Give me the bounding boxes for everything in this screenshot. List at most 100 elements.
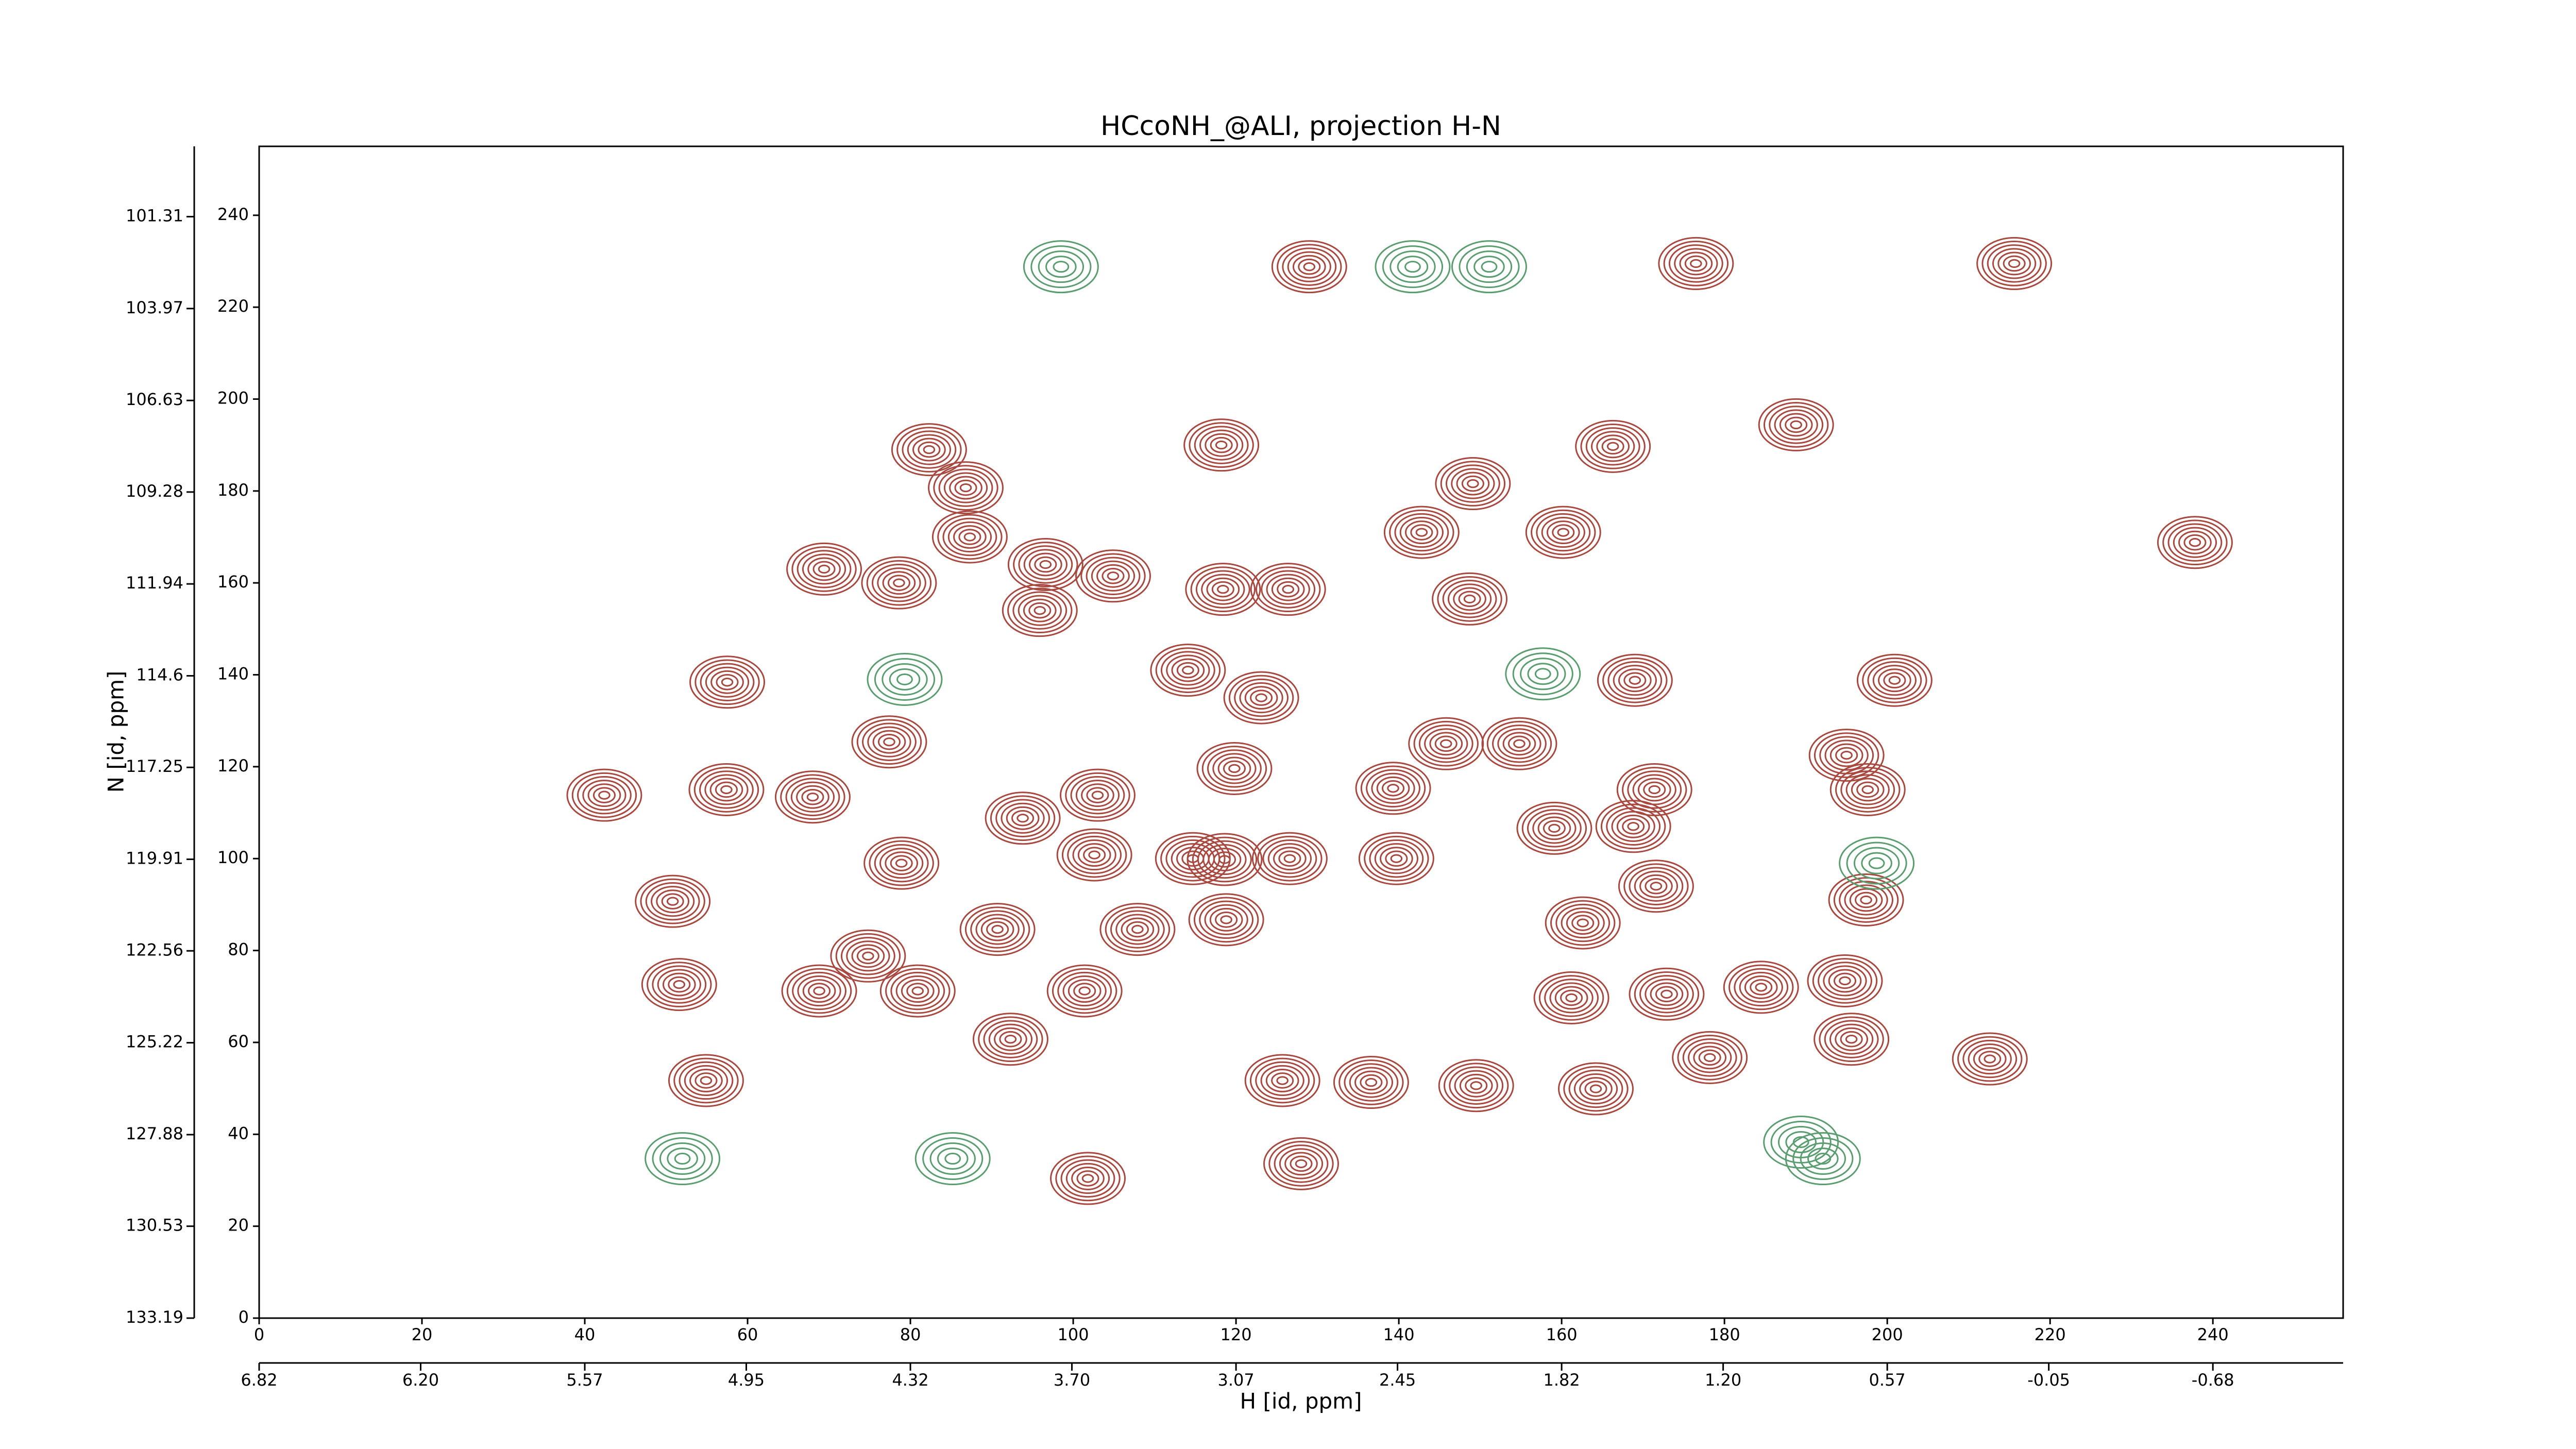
contour-ring	[1369, 839, 1424, 878]
contour-ring	[659, 1142, 706, 1175]
contour-ring	[1220, 915, 1232, 924]
contour-ring	[666, 897, 679, 906]
x-tick-label: 180	[1709, 1325, 1740, 1344]
contour-ring	[1415, 528, 1428, 537]
contour-ring	[1580, 423, 1646, 469]
contour-ring	[791, 546, 857, 592]
contour-ring	[656, 889, 690, 914]
x-tick-label: 200	[1872, 1325, 1903, 1344]
peak	[1023, 240, 1099, 294]
contour-ring	[1829, 743, 1863, 767]
contour-ring	[651, 886, 695, 917]
contour-ring	[1223, 760, 1246, 777]
x2-tick-label: 2.45	[1379, 1370, 1416, 1390]
contour-ring	[1548, 823, 1561, 833]
plot-frame	[258, 145, 2344, 1319]
contour-ring	[1442, 580, 1497, 618]
peak	[1595, 800, 1671, 853]
peak	[1355, 762, 1431, 815]
contour-ring	[1110, 910, 1165, 949]
contour-ring	[1070, 776, 1125, 815]
contour-ring	[1568, 1069, 1623, 1108]
contour-ring	[1366, 769, 1420, 808]
peak	[985, 791, 1061, 845]
x2-tick-label: 3.07	[1217, 1370, 1254, 1390]
contour-ring	[1189, 422, 1254, 468]
y2-tick-label: 111.94	[126, 573, 183, 593]
contour-ring	[1107, 571, 1120, 581]
contour-ring	[1078, 986, 1091, 996]
contour-ring	[1454, 1070, 1498, 1101]
y2-tick-label: 122.56	[126, 940, 183, 959]
contour-ring	[1465, 1077, 1488, 1094]
contour-ring	[1591, 431, 1635, 462]
contour-ring	[1251, 832, 1328, 885]
peak	[774, 770, 851, 824]
contour-ring	[1131, 924, 1144, 934]
peak	[2157, 516, 2233, 569]
contour-ring	[566, 768, 642, 822]
y-tick-label: 200	[217, 388, 249, 408]
contour-ring	[1052, 968, 1117, 1014]
contour-ring	[1853, 847, 1900, 880]
contour-ring	[721, 678, 734, 687]
contour-ring	[2003, 255, 2026, 272]
peak	[1976, 237, 2053, 290]
peak	[861, 556, 937, 610]
contour-ring	[1552, 524, 1575, 541]
contour-ring	[1255, 693, 1267, 702]
contour-ring	[802, 979, 836, 1003]
contour-ring	[786, 968, 852, 1014]
contour-ring	[862, 951, 874, 961]
contour-ring	[863, 836, 940, 890]
contour-ring	[1062, 975, 1107, 1007]
contour-ring	[1819, 1016, 1884, 1063]
contour-ring	[1629, 967, 1705, 1021]
contour-ring	[1703, 1053, 1716, 1063]
contour-ring	[635, 874, 711, 928]
contour-ring	[1812, 958, 1878, 1004]
contour-ring	[1160, 835, 1226, 882]
peak	[879, 964, 956, 1018]
peak	[1183, 418, 1260, 472]
contour-ring	[1555, 903, 1611, 942]
contour-ring	[1380, 847, 1413, 871]
contour-ring	[1274, 1144, 1329, 1183]
contour-ring	[1868, 857, 1885, 869]
contour-ring	[1856, 781, 1879, 798]
contour-ring	[1206, 577, 1240, 601]
peak	[1723, 961, 1799, 1014]
peak	[1438, 1059, 1514, 1113]
contour-ring	[1849, 888, 1883, 912]
contour-ring	[1171, 843, 1215, 874]
contour-ring	[1698, 1049, 1721, 1066]
contour-ring	[1016, 814, 1029, 823]
y-tick-label: 160	[217, 572, 249, 592]
contour-ring	[1432, 572, 1508, 626]
contour-ring	[1408, 717, 1484, 770]
x2-tick-label: 3.70	[1054, 1370, 1090, 1390]
contour-ring	[1502, 732, 1536, 756]
contour-ring	[1645, 979, 1689, 1010]
contour-ring	[1531, 509, 1596, 555]
contour-ring	[1028, 602, 1052, 619]
contour-ring	[856, 719, 922, 765]
plot-area	[566, 237, 2233, 1205]
contour-ring	[1840, 1031, 1863, 1048]
peak	[1839, 836, 1915, 890]
contour-ring	[1755, 983, 1768, 992]
contour-ring	[1623, 672, 1647, 689]
peak	[668, 1054, 744, 1107]
contour-ring	[1589, 1084, 1602, 1093]
peak	[1251, 832, 1328, 885]
contour-ring	[1845, 1035, 1858, 1044]
contour-ring	[887, 575, 911, 591]
contour-ring	[1497, 728, 1541, 760]
peak	[959, 903, 1036, 956]
contour-ring	[1223, 671, 1299, 724]
contour-ring	[846, 940, 890, 972]
contour-ring	[684, 1065, 728, 1097]
contour-ring	[1527, 663, 1559, 685]
contour-ring	[1807, 954, 1883, 1007]
contour-ring	[911, 986, 924, 996]
